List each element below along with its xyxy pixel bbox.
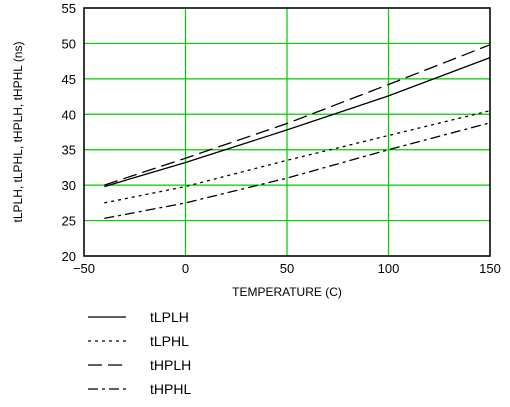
plot-frame	[83, 7, 491, 257]
legend-label-tlplh: tLPLH	[150, 309, 189, 325]
y-tick-label: 25	[62, 214, 76, 229]
y-tick-label: 55	[62, 1, 76, 16]
y-tick-label: 20	[62, 249, 76, 264]
series-line-tlphl	[104, 110, 491, 204]
y-tick-label: 35	[62, 143, 76, 158]
series-lines	[104, 44, 491, 220]
y-tick-label: 50	[62, 36, 76, 51]
x-axis-label: TEMPERATURE (C)	[232, 285, 342, 299]
x-tick-label: 0	[182, 261, 189, 276]
x-tick-label: 150	[479, 261, 501, 276]
y-tick-label: 30	[62, 178, 76, 193]
series-line-thphl	[104, 122, 491, 220]
legend-label-tlphl: tLPHL	[150, 333, 189, 349]
x-tick-label: 100	[378, 261, 400, 276]
legend-label-thphl: tHPHL	[150, 381, 191, 397]
y-tick-label: 45	[62, 72, 76, 87]
y-axis-label: tLPLH, tLPHL, tHPLH, tHPHL (ns)	[11, 42, 25, 223]
legend-label-thplh: tHPLH	[150, 357, 191, 373]
x-tick-labels: −50 0 50 100 150	[73, 261, 501, 276]
series-line-tlplh	[104, 56, 491, 188]
legend: tLPLH tLPHL tHPLH tHPHL	[88, 309, 191, 397]
grid	[83, 7, 491, 257]
series-line-thplh	[104, 44, 491, 186]
x-tick-label: 50	[280, 261, 294, 276]
x-tick-label: −50	[73, 261, 95, 276]
y-tick-labels: 20 25 30 35 40 45 50 55	[62, 1, 76, 264]
y-tick-label: 40	[62, 107, 76, 122]
